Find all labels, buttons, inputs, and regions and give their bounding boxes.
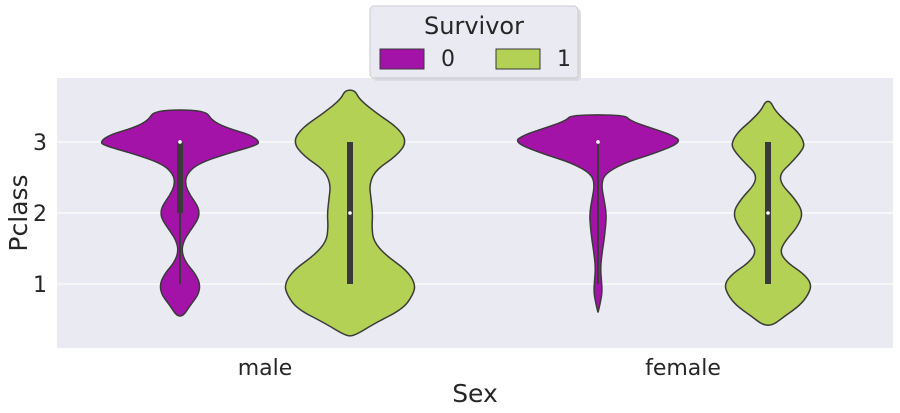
violins — [100, 89, 812, 337]
legend-swatch — [379, 48, 425, 70]
y-axis-label: Pclass — [4, 174, 33, 251]
median-point — [766, 211, 770, 215]
y-tick-label: 3 — [33, 131, 47, 156]
median-point — [596, 140, 600, 144]
legend-title: Survivor — [424, 12, 524, 40]
y-tick-label: 2 — [33, 202, 47, 227]
x-axis-label: Sex — [452, 379, 498, 408]
x-tick-labels: male female — [238, 356, 721, 381]
x-tick-label: male — [238, 356, 293, 381]
median-point — [178, 140, 182, 144]
legend-entry-label: 1 — [557, 47, 571, 72]
y-tick-labels: 1 2 3 — [33, 131, 47, 298]
legend-swatch — [495, 48, 541, 70]
legend-entry-label: 0 — [441, 47, 455, 72]
median-point — [348, 211, 352, 215]
legend: Survivor 0 1 — [369, 5, 581, 81]
y-tick-label: 1 — [33, 273, 47, 298]
x-tick-label: female — [645, 356, 721, 381]
